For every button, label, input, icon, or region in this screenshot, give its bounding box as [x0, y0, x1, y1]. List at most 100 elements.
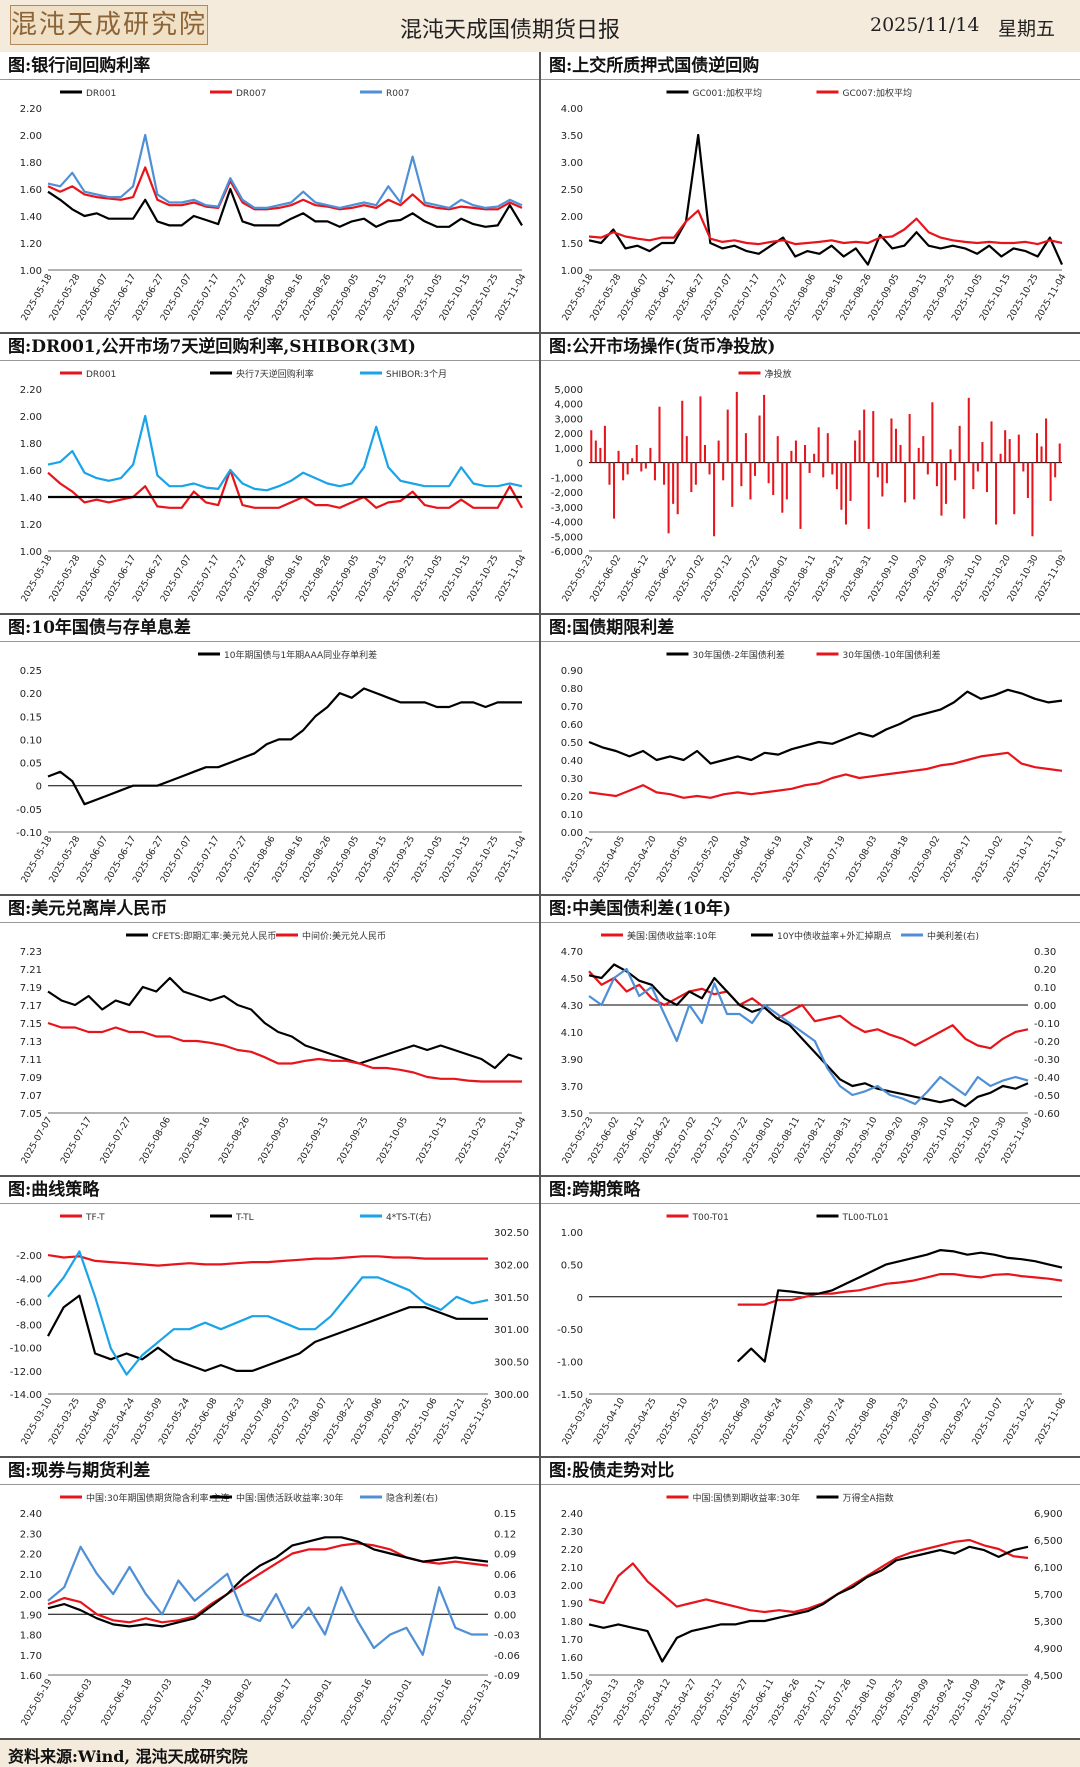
bar	[840, 462, 843, 510]
y-tick-label: 7.07	[20, 1091, 42, 1102]
legend-label: 10Y中债收益率+外汇掉期点	[777, 930, 892, 942]
y-tick-label: 4.30	[561, 1001, 583, 1012]
panel-title: 图:中美国债利差(10年)	[541, 895, 1080, 923]
legend-label: DR007	[236, 89, 266, 99]
series-line	[47, 468, 523, 509]
bar	[663, 462, 666, 485]
y-tick-label: 1.70	[561, 1635, 583, 1646]
x-tick-label: 2025-11-01	[1034, 835, 1069, 885]
bar	[631, 458, 634, 463]
y-tick-label: 2.30	[561, 1527, 583, 1538]
y2-tick-label: -0.10	[1034, 1019, 1060, 1030]
legend-label: CFETS:即期汇率:美元兑人民币	[152, 930, 276, 942]
x-tick-label: 2025-10-15	[415, 1116, 450, 1166]
bar	[1017, 434, 1020, 463]
bar	[922, 436, 925, 463]
series-line	[47, 133, 523, 209]
y-tick-label: -1,000	[551, 473, 583, 484]
y-tick-label: 0.10	[20, 735, 42, 746]
x-tick-label: 2025-04-25	[624, 1397, 659, 1447]
panel-title: 图:国债期限利差	[541, 614, 1080, 642]
bar	[667, 462, 670, 534]
bar	[858, 430, 861, 463]
series-line	[588, 1538, 1029, 1614]
y-tick-label: 2.20	[20, 104, 42, 115]
panel-cash-futures-spread: 图:现券与期货利差 中国:30年期国债期货隐含利率:主连 中国:国债活跃收益率:3…	[0, 1457, 540, 1738]
report-header: 混沌天成研究院 混沌天成国债期货日报 2025/11/14 星期五	[0, 0, 1080, 53]
y2-tick-label: -0.40	[1034, 1073, 1060, 1084]
bar	[649, 447, 652, 463]
y-tick-label: 1.20	[20, 520, 42, 531]
bar	[735, 391, 738, 463]
chart-cn-us-spread: 美国:国债收益率:10年 10Y中债收益率+外汇掉期点 中美利差(右) 3.50 3.7…	[561, 930, 1060, 1166]
y2-tick-label: 6,500	[1034, 1536, 1063, 1547]
x-tick-label: 2025-05-19	[20, 1677, 55, 1728]
report-footer: 资料来源:Wind, 混沌天成研究院	[0, 1738, 1080, 1767]
legend-label: DR001	[86, 89, 116, 99]
y2-tick-label: 0.10	[1034, 983, 1056, 994]
chart-open-market-ops: 净投放 -6,000 -5,000 -4,000 -3,000 -2,000 -1,000 0…	[551, 368, 1069, 604]
y-tick-label: 2.00	[20, 1590, 42, 1601]
y-tick-label: 1.80	[20, 439, 42, 450]
x-tick-label: 2025-08-23	[876, 1397, 911, 1447]
y2-tick-label: -0.60	[1034, 1109, 1060, 1120]
bar	[1022, 462, 1025, 472]
bar	[854, 440, 857, 463]
bar	[603, 425, 606, 463]
y-tick-label: 1.80	[561, 1617, 583, 1628]
x-tick-label: 2025-06-18	[100, 1677, 135, 1728]
x-tick-label: 2025-04-05	[592, 835, 627, 885]
chart-sse-reverse-repo: GC001:加权平均 GC007:加权平均 1.00 1.50 2.00 2.50 3.00…	[561, 87, 1069, 323]
x-tick-label: 2025-08-08	[845, 1396, 880, 1447]
legend-label: TF-T	[85, 1213, 105, 1223]
bar	[1026, 462, 1029, 498]
y-tick-label: -2,000	[551, 488, 583, 499]
y-tick-label: -6.00	[16, 1297, 42, 1308]
y2-tick-label: 0.30	[1034, 947, 1056, 958]
data-source: 资料来源:Wind, 混沌天成研究院	[8, 1747, 248, 1766]
x-tick-label: 2025-10-05	[375, 1116, 410, 1166]
y-tick-label: -10.00	[10, 1344, 42, 1355]
series-line	[737, 1273, 1063, 1306]
x-tick-label: 2025-08-06	[138, 1115, 173, 1166]
bar	[826, 433, 829, 463]
x-tick-label: 2025-09-01	[300, 1678, 335, 1728]
y-tick-label: 0.50	[561, 1260, 583, 1271]
x-tick-label: 2025-08-18	[876, 834, 911, 885]
y-tick-label: 1.70	[20, 1651, 42, 1662]
bar	[731, 462, 734, 507]
x-tick-label: 2025-06-19	[750, 834, 785, 885]
y-tick-label: -3,000	[551, 503, 583, 514]
x-tick-label: 2025-10-25	[454, 1116, 489, 1166]
panel-sse-reverse-repo: 图:上交所质押式国债逆回购 GC001:加权平均 GC007:加权平均 1.00 1.…	[541, 52, 1080, 333]
x-tick-label: 2025-09-02	[908, 835, 943, 885]
bar	[635, 444, 638, 463]
y2-tick-label: 302.50	[494, 1228, 529, 1239]
bar	[744, 433, 747, 463]
y-tick-label: 4.50	[561, 974, 583, 985]
bar	[808, 462, 811, 473]
y-tick-label: 7.05	[20, 1109, 42, 1120]
bar	[894, 428, 898, 463]
y-tick-label: 1.00	[20, 266, 42, 277]
bar	[958, 425, 961, 463]
y-tick-label: 1.50	[561, 239, 583, 250]
bar	[1054, 462, 1057, 478]
y-tick-label: 0.40	[561, 756, 583, 767]
y2-tick-label: 5,700	[1034, 1590, 1063, 1601]
bar	[931, 402, 934, 463]
series-line	[47, 166, 523, 211]
x-tick-label: 2025-07-19	[813, 834, 848, 885]
x-tick-label: 2025-09-07	[908, 1397, 943, 1447]
legend-label: T-TL	[235, 1213, 254, 1223]
bar	[672, 462, 675, 504]
y-tick-label: 0.90	[561, 666, 583, 677]
bar	[681, 400, 684, 463]
series-line	[588, 751, 1063, 799]
y2-tick-label: 6,100	[1034, 1563, 1063, 1574]
bar	[708, 462, 711, 475]
x-tick-label: 2025-08-26	[217, 1115, 252, 1166]
y-tick-label: 0.60	[561, 720, 583, 731]
y2-tick-label: 0.00	[494, 1610, 516, 1621]
x-tick-label: 2025-09-25	[336, 1116, 371, 1166]
